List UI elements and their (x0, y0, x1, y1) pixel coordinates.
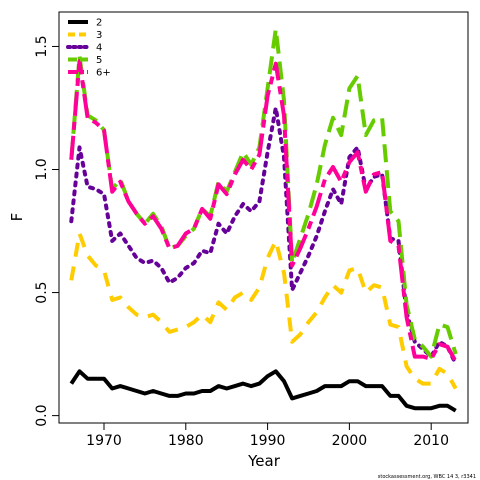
y-tick-label: 0.5 (34, 281, 50, 303)
series-line-3 (69, 231, 458, 390)
x-tick-label: 1970 (86, 433, 122, 449)
legend-label: 2 (96, 18, 102, 29)
x-axis: 1970 1980 1990 2000 2010 (86, 423, 449, 449)
legend-label: 3 (96, 30, 102, 41)
x-tick-label: 1990 (250, 433, 286, 449)
y-axis: 0.0 0.5 1.0 1.5 (34, 35, 59, 427)
y-axis-title: F (8, 213, 26, 222)
x-axis-title: Year (247, 452, 281, 470)
plot-frame (58, 11, 469, 424)
legend: 23 45 6+ (66, 18, 111, 79)
legend-label: 5 (96, 55, 102, 66)
y-tick-label: 0.0 (34, 404, 50, 426)
x-tick-label: 2000 (332, 433, 368, 449)
series-line-2 (69, 369, 457, 413)
y-tick-label: 1.0 (34, 158, 50, 180)
x-tick-label: 2010 (413, 433, 449, 449)
y-tick-label: 1.5 (34, 35, 50, 57)
x-tick-label: 1980 (168, 433, 204, 449)
series-line-6plus (69, 59, 458, 363)
legend-label: 6+ (96, 68, 111, 79)
legend-label: 4 (96, 43, 102, 54)
series-lines (69, 27, 458, 413)
footnote: stockassessment.org, WBC 14 3, r3341 (378, 474, 476, 480)
